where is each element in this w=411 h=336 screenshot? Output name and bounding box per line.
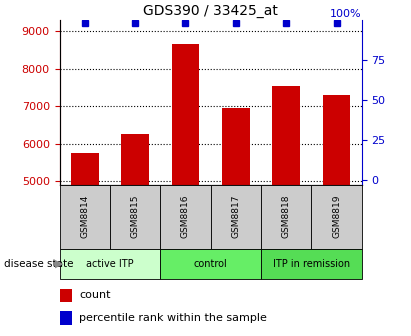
Text: 100%: 100% — [330, 8, 362, 18]
Bar — [160, 249, 261, 279]
Title: GDS390 / 33425_at: GDS390 / 33425_at — [143, 4, 278, 18]
Text: active ITP: active ITP — [86, 259, 134, 269]
Bar — [121, 134, 149, 185]
Text: disease state: disease state — [4, 259, 74, 269]
Text: ▶: ▶ — [55, 259, 63, 269]
Bar — [60, 311, 72, 325]
Bar — [110, 185, 160, 249]
Bar — [272, 86, 300, 185]
Text: ITP in remission: ITP in remission — [273, 259, 350, 269]
Text: GSM8817: GSM8817 — [231, 195, 240, 239]
Bar — [261, 249, 362, 279]
Bar — [261, 185, 312, 249]
Text: GSM8816: GSM8816 — [181, 195, 190, 239]
Text: control: control — [194, 259, 228, 269]
Text: GSM8814: GSM8814 — [80, 195, 89, 239]
Text: count: count — [79, 290, 111, 300]
Bar — [222, 108, 249, 185]
Bar — [312, 185, 362, 249]
Text: percentile rank within the sample: percentile rank within the sample — [79, 313, 267, 323]
Bar — [172, 44, 199, 185]
Bar — [160, 185, 210, 249]
Bar — [60, 249, 160, 279]
Bar — [60, 289, 72, 302]
Text: GSM8815: GSM8815 — [131, 195, 140, 239]
Text: GSM8819: GSM8819 — [332, 195, 341, 239]
Text: GSM8818: GSM8818 — [282, 195, 291, 239]
Bar — [210, 185, 261, 249]
Bar — [60, 185, 110, 249]
Bar — [323, 95, 350, 185]
Bar — [71, 153, 99, 185]
